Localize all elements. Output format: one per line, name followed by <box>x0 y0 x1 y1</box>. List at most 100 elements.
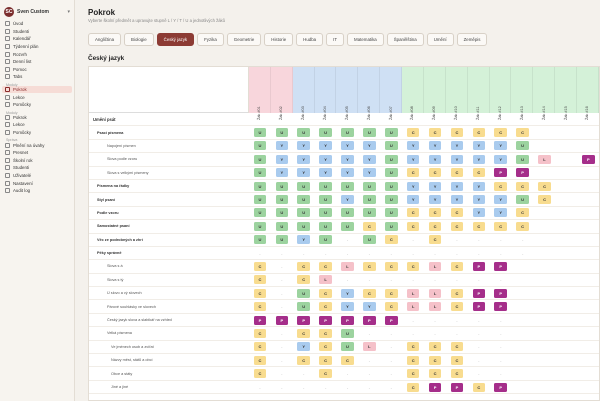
grade-chip[interactable]: U <box>385 154 398 164</box>
sidebar-item-studenti[interactable]: Studenti <box>0 164 74 172</box>
grade-chip[interactable]: Y <box>406 141 420 151</box>
grade-cell[interactable] <box>534 233 556 246</box>
grade-chip[interactable]: Y <box>341 195 354 205</box>
grade-cell[interactable]: Y <box>468 179 490 192</box>
grade-chip[interactable]: U <box>297 181 310 191</box>
grade-chip[interactable]: C <box>319 261 332 271</box>
grade-chip[interactable]: C <box>406 342 420 352</box>
grade-chip[interactable]: Y <box>363 141 376 151</box>
grade-cell[interactable]: U <box>249 193 271 206</box>
grade-cell[interactable]: - <box>468 354 490 367</box>
grade-chip[interactable]: C <box>253 275 267 285</box>
grade-cell[interactable] <box>555 380 577 393</box>
grade-chip[interactable]: C <box>472 128 486 138</box>
sidebar-item-nastaveni[interactable]: Nastavení <box>0 179 74 187</box>
grade-cell[interactable]: C <box>446 287 468 300</box>
grade-cell[interactable] <box>555 139 577 152</box>
grade-chip[interactable]: P <box>516 168 529 178</box>
grade-cell[interactable]: C <box>446 126 468 139</box>
grade-chip[interactable]: Y <box>428 195 442 205</box>
sidebar-item-uzivatele[interactable]: Uživatelé <box>0 172 74 180</box>
grade-cell[interactable] <box>534 166 556 179</box>
grade-cell[interactable]: U <box>249 220 271 233</box>
grade-chip[interactable]: U <box>319 128 332 138</box>
grade-chip[interactable]: C <box>297 328 310 338</box>
grade-cell[interactable]: U <box>249 179 271 192</box>
grade-cell[interactable]: - <box>315 246 337 259</box>
grade-chip[interactable]: C <box>297 275 310 285</box>
student-column-header[interactable]: Žák #06 <box>358 67 381 120</box>
grade-cell[interactable] <box>512 367 534 380</box>
grade-chip[interactable]: U <box>297 128 310 138</box>
grade-cell[interactable] <box>577 340 599 353</box>
grade-chip[interactable]: U <box>363 235 376 245</box>
grade-cell[interactable]: C <box>512 179 534 192</box>
grade-cell[interactable]: C <box>402 206 424 219</box>
grade-chip[interactable]: P <box>582 154 595 164</box>
grade-chip[interactable]: C <box>428 342 442 352</box>
grade-cell[interactable]: L <box>337 260 359 273</box>
grade-chip[interactable]: Y <box>341 141 354 151</box>
grade-chip[interactable]: C <box>319 342 332 352</box>
grade-chip[interactable]: Y <box>319 168 332 178</box>
grade-chip[interactable]: C <box>450 355 464 365</box>
grade-cell[interactable]: U <box>337 220 359 233</box>
grade-cell[interactable]: - <box>424 246 446 259</box>
grade-chip[interactable]: C <box>363 221 376 231</box>
grade-cell[interactable]: L <box>534 153 556 166</box>
grade-cell[interactable]: P <box>358 313 380 326</box>
grade-cell[interactable]: U <box>512 153 534 166</box>
grade-chip[interactable]: Y <box>494 208 507 218</box>
grade-cell[interactable]: Y <box>424 153 446 166</box>
grade-cell[interactable]: Y <box>337 166 359 179</box>
grade-chip[interactable]: U <box>363 195 376 205</box>
grade-chip[interactable]: U <box>253 221 267 231</box>
grade-cell[interactable] <box>577 206 599 219</box>
grade-cell[interactable]: C <box>358 260 380 273</box>
grade-cell[interactable]: C <box>512 126 534 139</box>
grade-cell[interactable]: U <box>358 179 380 192</box>
grade-cell[interactable]: C <box>315 354 337 367</box>
grade-chip[interactable]: P <box>428 382 442 392</box>
grade-chip[interactable]: Y <box>406 195 420 205</box>
grade-cell[interactable]: U <box>271 126 293 139</box>
grade-cell[interactable]: Y <box>490 206 512 219</box>
student-column-header[interactable]: Žák #03 <box>292 67 315 120</box>
tab-hudba[interactable]: Hudba <box>296 33 324 46</box>
grade-cell[interactable]: - <box>490 313 512 326</box>
grade-cell[interactable]: C <box>534 179 556 192</box>
grade-cell[interactable]: C <box>446 367 468 380</box>
grade-cell[interactable]: - <box>271 246 293 259</box>
grade-cell[interactable]: L <box>402 287 424 300</box>
grade-cell[interactable]: C <box>249 367 271 380</box>
grade-cell[interactable]: Y <box>358 153 380 166</box>
grade-cell[interactable]: - <box>446 313 468 326</box>
grade-cell[interactable] <box>577 313 599 326</box>
grade-chip[interactable]: U <box>516 195 529 205</box>
grade-cell[interactable]: U <box>358 193 380 206</box>
student-column-header[interactable]: Žák #12 <box>489 67 512 120</box>
grade-chip[interactable]: Y <box>494 141 507 151</box>
grade-cell[interactable]: Y <box>402 193 424 206</box>
student-column-header[interactable]: Žák #14 <box>533 67 556 120</box>
grade-cell[interactable]: Y <box>402 179 424 192</box>
grade-chip[interactable]: C <box>450 369 464 379</box>
grade-cell[interactable]: C <box>249 340 271 353</box>
grade-chip[interactable]: C <box>516 221 529 231</box>
grade-chip[interactable]: U <box>253 168 267 178</box>
grade-cell[interactable]: - <box>271 273 293 286</box>
grade-chip[interactable]: C <box>297 355 310 365</box>
grade-cell[interactable] <box>534 327 556 340</box>
grade-cell[interactable] <box>555 354 577 367</box>
grade-cell[interactable]: C <box>490 126 512 139</box>
grade-cell[interactable]: - <box>490 233 512 246</box>
grade-cell[interactable]: - <box>468 313 490 326</box>
grade-chip[interactable]: Y <box>450 181 464 191</box>
grade-cell[interactable]: Y <box>271 139 293 152</box>
grade-cell[interactable]: C <box>446 300 468 313</box>
grade-cell[interactable]: Y <box>424 179 446 192</box>
sidebar-item-pomucky[interactable]: Pomůcky <box>0 129 74 137</box>
grade-cell[interactable]: U <box>380 126 402 139</box>
grade-cell[interactable]: C <box>315 287 337 300</box>
grade-chip[interactable]: L <box>428 302 442 312</box>
